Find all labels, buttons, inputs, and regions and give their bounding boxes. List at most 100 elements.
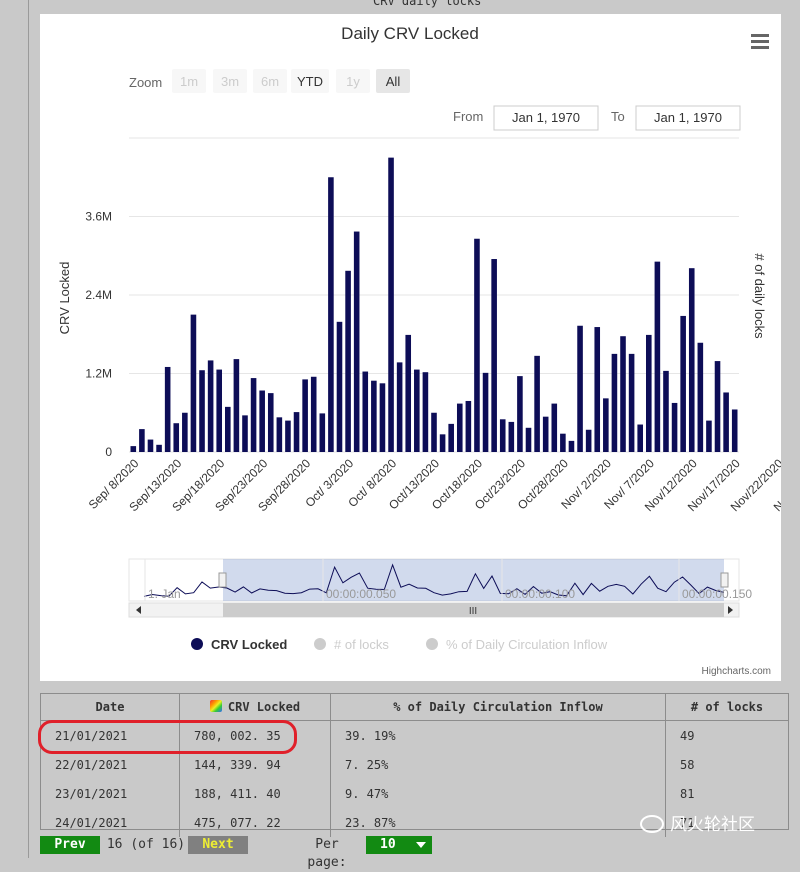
from-date-input[interactable] (493, 105, 599, 131)
bar[interactable] (628, 353, 635, 452)
bar[interactable] (414, 369, 420, 452)
navigator-selected-range[interactable] (223, 559, 724, 601)
bar[interactable] (456, 403, 463, 452)
bar[interactable] (173, 423, 180, 452)
column-header-locks[interactable]: # of locks (665, 694, 788, 721)
navigator-scrollbar-thumb[interactable] (223, 603, 724, 617)
navigator-right-handle[interactable] (720, 572, 729, 588)
bar[interactable] (362, 371, 369, 452)
bar[interactable] (474, 238, 480, 452)
bar[interactable] (603, 398, 609, 452)
bar[interactable] (267, 393, 274, 452)
bar[interactable] (542, 416, 549, 452)
bar[interactable] (568, 440, 575, 452)
bar[interactable] (336, 321, 343, 452)
bar[interactable] (431, 412, 437, 452)
bar[interactable] (225, 406, 231, 452)
bar[interactable] (139, 429, 145, 452)
zoom-button-1m[interactable]: 1m (172, 69, 206, 93)
bar[interactable] (594, 327, 601, 452)
bar[interactable] (577, 325, 583, 452)
bar[interactable] (706, 420, 712, 452)
bar[interactable] (517, 376, 523, 452)
legend-item[interactable]: % of Daily Circulation Inflow (426, 637, 608, 652)
navigator[interactable]: 1. Jan 00:00:00.050 00:00:00.100 00:00:00.1… (128, 558, 752, 618)
bar[interactable] (164, 366, 171, 452)
scroll-left-arrow-icon[interactable] (136, 606, 141, 614)
legend-item[interactable]: CRV Locked (191, 637, 287, 652)
bar[interactable] (731, 409, 738, 452)
bar[interactable] (130, 446, 137, 452)
bar[interactable] (422, 372, 429, 452)
bar[interactable] (525, 427, 532, 452)
zoom-button-1y[interactable]: 1y (336, 69, 370, 93)
bar[interactable] (671, 402, 678, 452)
bar[interactable] (328, 177, 334, 452)
zoom-button-all[interactable]: All (376, 69, 410, 93)
bar[interactable] (319, 413, 326, 452)
bar[interactable] (190, 314, 197, 452)
bar[interactable] (560, 433, 566, 452)
bar[interactable] (259, 390, 265, 452)
highcharts-credits[interactable]: Highcharts.com (702, 666, 771, 677)
bar[interactable] (551, 403, 558, 452)
bar[interactable] (233, 359, 240, 452)
bar[interactable] (499, 419, 506, 452)
bar[interactable] (353, 231, 360, 452)
bar[interactable] (688, 268, 695, 452)
bar[interactable] (508, 421, 515, 452)
per-page-select[interactable]: 10 (366, 836, 432, 854)
bar[interactable] (620, 336, 626, 452)
bar[interactable] (714, 361, 721, 452)
bar[interactable] (302, 379, 308, 452)
bar[interactable] (654, 261, 661, 452)
bar[interactable] (482, 372, 489, 452)
bar[interactable] (147, 439, 154, 452)
panel-legend-title: CRV daily locks (369, 0, 486, 8)
navigator-left-handle[interactable] (218, 572, 227, 588)
bar[interactable] (405, 334, 412, 452)
bar[interactable] (310, 376, 317, 452)
bar[interactable] (345, 270, 351, 452)
bar[interactable] (388, 157, 394, 452)
column-header-circulation-inflow[interactable]: % of Daily Circulation Inflow (330, 694, 666, 721)
zoom-button-3m[interactable]: 3m (213, 69, 247, 93)
next-page-button[interactable]: Next (188, 836, 248, 854)
column-header-date[interactable]: Date (41, 694, 180, 721)
bar[interactable] (611, 353, 618, 452)
to-date-input[interactable] (635, 105, 741, 131)
zoom-button-6m[interactable]: 6m (253, 69, 287, 93)
bar[interactable] (723, 392, 729, 452)
bar[interactable] (250, 378, 257, 452)
column-header-crv-locked[interactable]: CRV Locked (179, 694, 331, 721)
bar[interactable] (285, 420, 291, 452)
bar[interactable] (216, 369, 223, 452)
bar[interactable] (293, 412, 300, 452)
bar[interactable] (182, 412, 188, 452)
bar[interactable] (680, 315, 686, 452)
bar[interactable] (491, 259, 497, 452)
bar[interactable] (371, 380, 377, 452)
bar[interactable] (207, 360, 214, 452)
zoom-button-ytd[interactable]: YTD (291, 69, 329, 93)
bar[interactable] (379, 383, 386, 452)
bar[interactable] (663, 370, 669, 452)
bar[interactable] (156, 444, 162, 452)
prev-page-button[interactable]: Prev (40, 836, 100, 854)
legend-item[interactable]: # of locks (314, 637, 389, 652)
bar[interactable] (448, 423, 454, 452)
hamburger-menu-icon[interactable] (751, 34, 769, 49)
bar[interactable] (585, 429, 592, 452)
table-row: 23/01/2021 188, 411. 40 9. 47% 81 (41, 779, 788, 808)
bar[interactable] (396, 362, 403, 452)
bar[interactable] (645, 334, 652, 452)
bar[interactable] (242, 415, 248, 452)
bar[interactable] (637, 424, 643, 452)
bar[interactable] (534, 355, 540, 452)
scroll-right-arrow-icon[interactable] (728, 606, 733, 614)
bar[interactable] (439, 434, 446, 452)
bar[interactable] (276, 417, 283, 452)
bar[interactable] (697, 342, 704, 452)
bar[interactable] (465, 400, 472, 452)
bar[interactable] (199, 370, 205, 452)
